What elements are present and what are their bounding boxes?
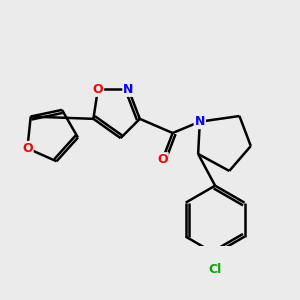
Text: N: N [123, 83, 134, 96]
Text: O: O [157, 153, 168, 166]
Text: Cl: Cl [208, 263, 222, 276]
Text: O: O [22, 142, 33, 155]
Text: O: O [93, 83, 103, 96]
Text: N: N [195, 115, 205, 128]
